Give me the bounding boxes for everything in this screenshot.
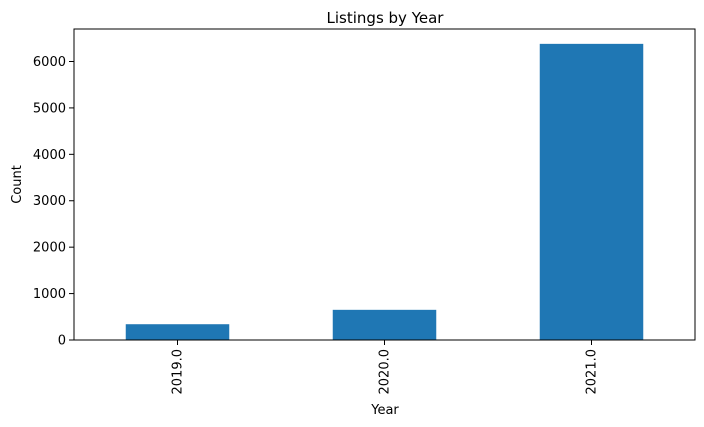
x-tick-label: 2020.0 xyxy=(378,349,393,395)
x-axis-label: Year xyxy=(370,403,399,418)
y-tick-label: 2000 xyxy=(33,241,66,256)
y-tick-label: 0 xyxy=(58,334,66,349)
y-axis: 0 1000 2000 3000 4000 5000 6000 xyxy=(33,55,74,349)
bar-2019.0 xyxy=(125,324,230,340)
y-tick-label: 5000 xyxy=(33,101,66,116)
y-tick-label: 4000 xyxy=(33,148,66,163)
chart-title: Listings by Year xyxy=(327,9,445,27)
y-tick-label: 3000 xyxy=(33,194,66,209)
bar-2021.0 xyxy=(539,43,644,341)
y-tick-label: 1000 xyxy=(33,287,66,302)
x-tick-label: 2021.0 xyxy=(585,349,600,395)
bar-2020.0 xyxy=(332,309,437,340)
bars-layer xyxy=(125,43,644,341)
x-tick-label: 2019.0 xyxy=(171,349,186,395)
plot-frame xyxy=(73,28,696,341)
x-axis: 2019.0 2020.0 2021.0 xyxy=(171,340,600,395)
y-tick-label: 6000 xyxy=(33,55,66,70)
y-axis-label: Count xyxy=(10,165,25,204)
